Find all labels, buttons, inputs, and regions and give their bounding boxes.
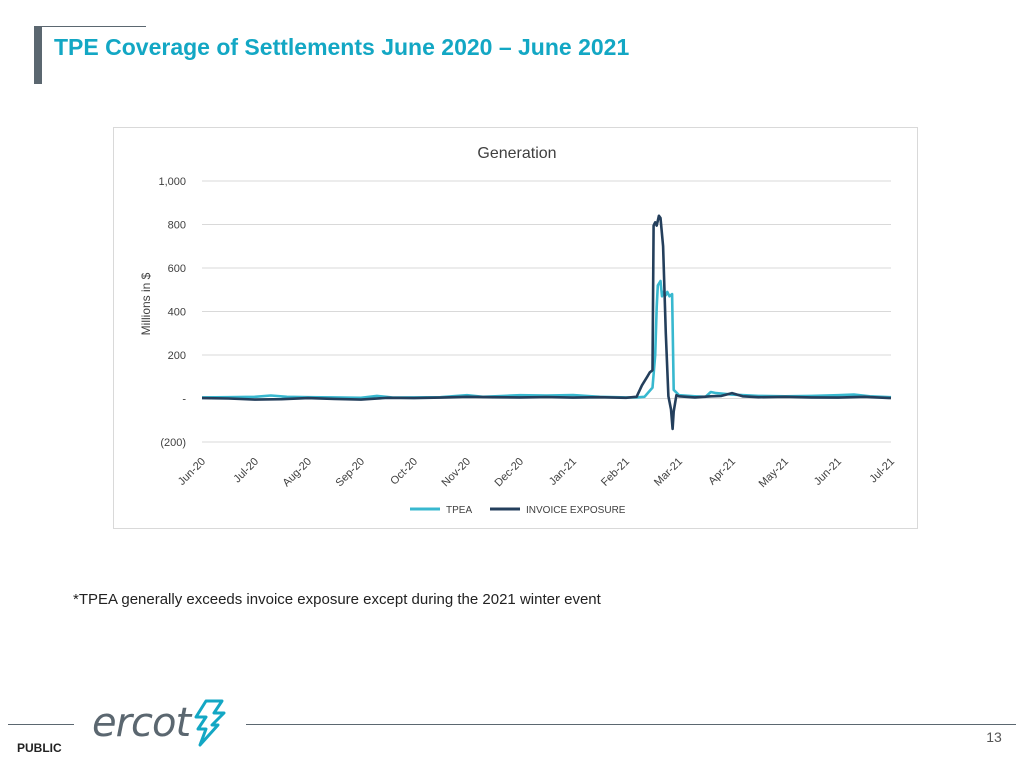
series-lines: [201, 214, 892, 431]
y-tick-label: (200): [160, 437, 186, 449]
series-line-invoice-exposure: [201, 214, 892, 431]
chart-frame: Generation Millions in $ 1,000 800 600 400 2…: [113, 127, 918, 529]
x-tick-labels: Jun-20 Jul-20 Aug-20 Sep-20 Oct-20 Nov-20 Dec-…: [176, 456, 897, 490]
y-tick-label: 200: [168, 350, 186, 362]
footer-rule-left: [8, 724, 74, 725]
x-tick-label: Apr-21: [706, 456, 738, 488]
x-tick-label: Sep-20: [334, 456, 368, 490]
slide-title: TPE Coverage of Settlements June 2020 – …: [54, 34, 630, 60]
x-tick-label: Oct-20: [388, 456, 420, 488]
y-tick-label: -: [182, 394, 186, 406]
y-tick-label: 1,000: [158, 176, 186, 188]
chart-title: Generation: [477, 145, 556, 162]
y-tick-label: 400: [168, 307, 186, 319]
title-accent-bar: [34, 26, 42, 84]
footer-rule-right: [246, 724, 1016, 725]
footnote: *TPEA generally exceeds invoice exposure…: [73, 591, 601, 608]
legend-label: TPEA: [446, 505, 472, 516]
series-line-tpea: [201, 279, 892, 400]
ercot-logo: ercot: [92, 697, 226, 749]
x-tick-label: Aug-20: [281, 456, 315, 490]
x-tick-label: Jun-20: [176, 456, 208, 488]
y-tick-label: 600: [168, 263, 186, 275]
y-tick-labels: 1,000 800 600 400 200 - (200): [158, 176, 186, 449]
x-tick-label: May-21: [757, 456, 791, 490]
logo-wordmark: ercot: [92, 700, 191, 746]
lightning-bolt-icon: [194, 699, 226, 747]
classification-label: PUBLIC: [17, 741, 62, 755]
title-top-rule: [42, 26, 146, 27]
generation-chart: Generation Millions in $ 1,000 800 600 400 2…: [139, 145, 897, 516]
x-tick-label: Jul-20: [231, 456, 261, 486]
x-tick-label: Dec-20: [493, 456, 527, 490]
gridlines: [202, 180, 891, 443]
y-axis-label: Millions in $: [139, 272, 153, 335]
x-tick-label: Jul-21: [867, 456, 897, 486]
x-tick-label: Jun-21: [812, 456, 844, 488]
legend: TPEA INVOICE EXPOSURE: [410, 505, 626, 516]
x-tick-label: Feb-21: [599, 456, 632, 489]
page-number: 13: [986, 729, 1002, 745]
x-tick-label: Mar-21: [652, 456, 685, 489]
x-tick-label: Jan-21: [547, 456, 579, 488]
legend-label: INVOICE EXPOSURE: [526, 505, 626, 516]
y-tick-label: 800: [168, 220, 186, 232]
x-tick-label: Nov-20: [440, 456, 474, 490]
